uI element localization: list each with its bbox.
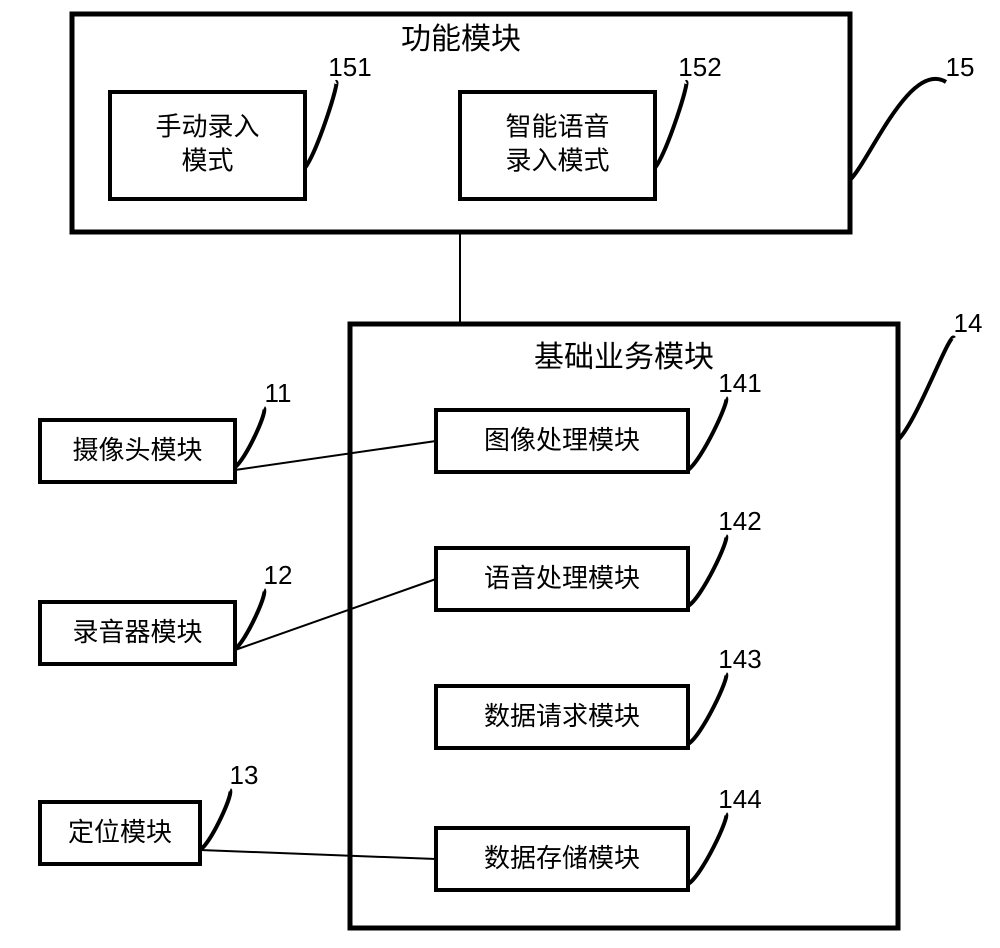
ref-r152-label: 152 [678, 52, 721, 82]
ref-r13-leader [200, 790, 230, 850]
ref-r15-label: 15 [946, 52, 975, 82]
ref-r13-label: 13 [230, 760, 259, 790]
base-business-title: 基础业务模块 [534, 341, 714, 374]
manual-entry-line2: 模式 [181, 146, 233, 175]
ref-r142-label: 142 [718, 506, 761, 536]
camera-module-label: 摄像头模块 [72, 436, 202, 465]
function-module-title: 功能模块 [401, 23, 521, 56]
gps-module-label: 定位模块 [68, 818, 172, 847]
ref-r14-label: 14 [954, 308, 983, 338]
manual-entry-line1: 手动录入 [155, 112, 259, 141]
recorder-module-label: 录音器模块 [72, 618, 202, 647]
data-request-label: 数据请求模块 [484, 702, 640, 731]
diagram-canvas: 功能模块手动录入模式 智能语音录入模式基础业务模块图像处理模块语音处理模块数据请求… [0, 0, 1000, 948]
ref-r144-label: 144 [718, 784, 761, 814]
image-processing-label: 图像处理模块 [484, 426, 640, 455]
ref-r14-leader [898, 337, 954, 440]
ref-r12-label: 12 [264, 560, 293, 590]
data-storage-label: 数据存储模块 [484, 844, 640, 873]
ref-r15-leader [850, 79, 946, 180]
ref-r143-label: 143 [718, 644, 761, 674]
speech-processing-label: 语音处理模块 [484, 564, 640, 593]
voice-entry-line1: 智能语音 [505, 112, 609, 141]
voice-entry-line2: 录入模式 [505, 146, 609, 175]
ref-r11-leader [234, 408, 264, 468]
ref-r141-label: 141 [718, 368, 761, 398]
ref-r11-label: 11 [265, 378, 292, 408]
ref-r151-label: 151 [328, 52, 371, 82]
